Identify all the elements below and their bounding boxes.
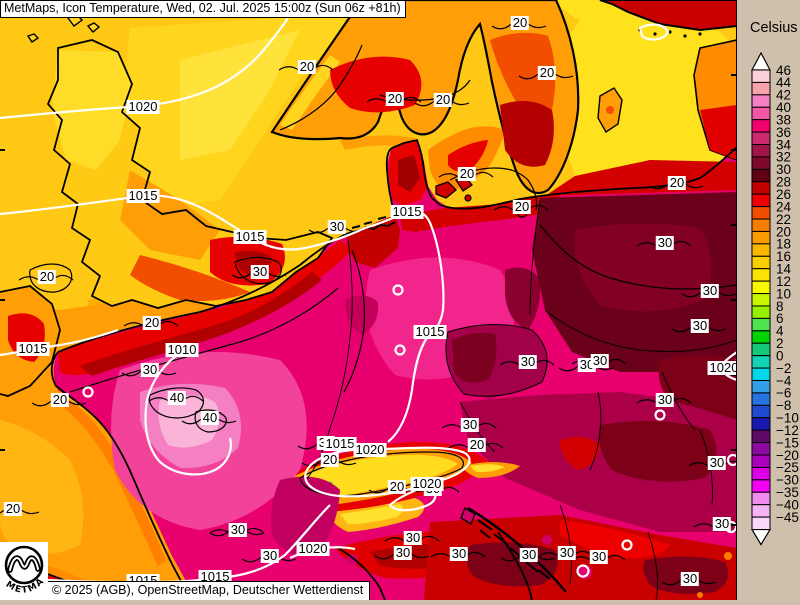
legend-value: 18 [776, 237, 791, 252]
legend-swatch [751, 206, 771, 220]
legend-swatch [751, 479, 771, 493]
legend-value: 6 [776, 311, 784, 326]
legend-swatch [751, 94, 771, 108]
legend-value: 14 [776, 262, 792, 277]
legend-swatch [751, 330, 771, 344]
legend-swatch [751, 168, 771, 183]
legend-value: 36 [776, 125, 791, 140]
legend-value: 12 [776, 274, 791, 289]
legend-arrow-down-icon [750, 528, 772, 546]
legend-swatch [751, 466, 771, 481]
legend-panel: Celsius 46 44 42 40 38 36 34 32 30 28 26 24 22 20 18 16… [736, 0, 800, 600]
metmaps-logo-icon: METMAPS [0, 535, 45, 596]
legend-value: 22 [776, 212, 791, 227]
legend-value: −15 [776, 435, 799, 450]
legend-value: −35 [776, 485, 799, 500]
legend-value: −30 [776, 473, 799, 488]
legend-swatch [751, 504, 771, 518]
legend-value: −20 [776, 448, 799, 463]
legend-swatch [751, 367, 771, 381]
legend-swatch [751, 342, 771, 357]
legend-value: 16 [776, 249, 791, 264]
copyright-text: © 2025 (AGB), OpenStreetMap, Deutscher W… [52, 583, 364, 597]
legend-swatch [751, 181, 771, 195]
legend-value: −12 [776, 423, 799, 438]
legend-swatch [751, 404, 771, 419]
legend-value: 20 [776, 224, 791, 239]
legend-swatch [751, 255, 771, 270]
legend-value: −40 [776, 498, 799, 513]
legend-swatch [751, 293, 771, 307]
legend-value: 28 [776, 175, 791, 190]
legend-value: 44 [776, 75, 792, 90]
legend-swatch [751, 280, 771, 295]
legend-value: 8 [776, 299, 784, 314]
legend-swatch [751, 355, 771, 369]
legend-value: 10 [776, 286, 791, 301]
legend-swatch [751, 380, 771, 394]
legend-value: −8 [776, 398, 791, 413]
title-bar: MetMaps, Icon Temperature, Wed, 02. Jul.… [0, 0, 406, 18]
legend-swatch [751, 491, 771, 506]
legend-value: 24 [776, 199, 792, 214]
legend-value: −4 [776, 373, 792, 388]
legend-colorbar: 4644424038363432302826242220181614121086… [750, 51, 799, 546]
legend-value: 0 [776, 348, 784, 363]
legend-swatch [751, 144, 771, 158]
legend-value: 4 [776, 324, 784, 339]
legend-value: 34 [776, 137, 792, 152]
legend-swatch [751, 131, 771, 146]
legend-swatch [751, 69, 771, 83]
legend-swatch [751, 193, 771, 208]
legend-swatch [751, 317, 771, 332]
legend-value: 26 [776, 187, 791, 202]
legend-swatch [751, 442, 771, 456]
legend-swatch [751, 429, 771, 444]
metmaps-logo: METMAPS [0, 535, 48, 600]
legend-value: 40 [776, 100, 791, 115]
legend-value: −45 [776, 510, 799, 525]
legend-swatch [751, 454, 771, 468]
legend-swatch [751, 81, 771, 96]
legend-value: 32 [776, 150, 791, 165]
legend-swatch [751, 106, 771, 121]
legend-value: 38 [776, 112, 791, 127]
legend-swatch [751, 392, 771, 406]
legend-value: −2 [776, 361, 791, 376]
legend-arrow-up-icon [751, 51, 771, 71]
legend-swatch [751, 218, 771, 232]
legend-swatch [751, 243, 771, 257]
legend-value: 42 [776, 88, 791, 103]
legend-swatch [751, 156, 771, 170]
legend-swatch [751, 305, 771, 319]
legend-value: 2 [776, 336, 784, 351]
legend-swatch [751, 516, 771, 531]
legend-swatch [751, 119, 771, 133]
map-svg [0, 0, 737, 600]
legend-swatch [751, 268, 771, 282]
legend-value: −6 [776, 386, 791, 401]
legend-value: −25 [776, 460, 799, 475]
legend-value: 46 [776, 63, 791, 78]
legend-value: 30 [776, 162, 791, 177]
map-frame-ticks [0, 74, 737, 526]
copyright-bar: © 2025 (AGB), OpenStreetMap, Deutscher W… [46, 581, 371, 600]
temperature-map: 20 20 20 20 20 20 20 20 30 30 30 20 30 20 30 30 30 30 30 40… [0, 0, 737, 600]
map-title: MetMaps, Icon Temperature, Wed, 02. Jul.… [4, 1, 401, 15]
legend-swatch [751, 230, 771, 245]
legend-value: −10 [776, 411, 799, 426]
legend-swatch [751, 417, 771, 431]
legend-title: Celsius [750, 20, 798, 36]
